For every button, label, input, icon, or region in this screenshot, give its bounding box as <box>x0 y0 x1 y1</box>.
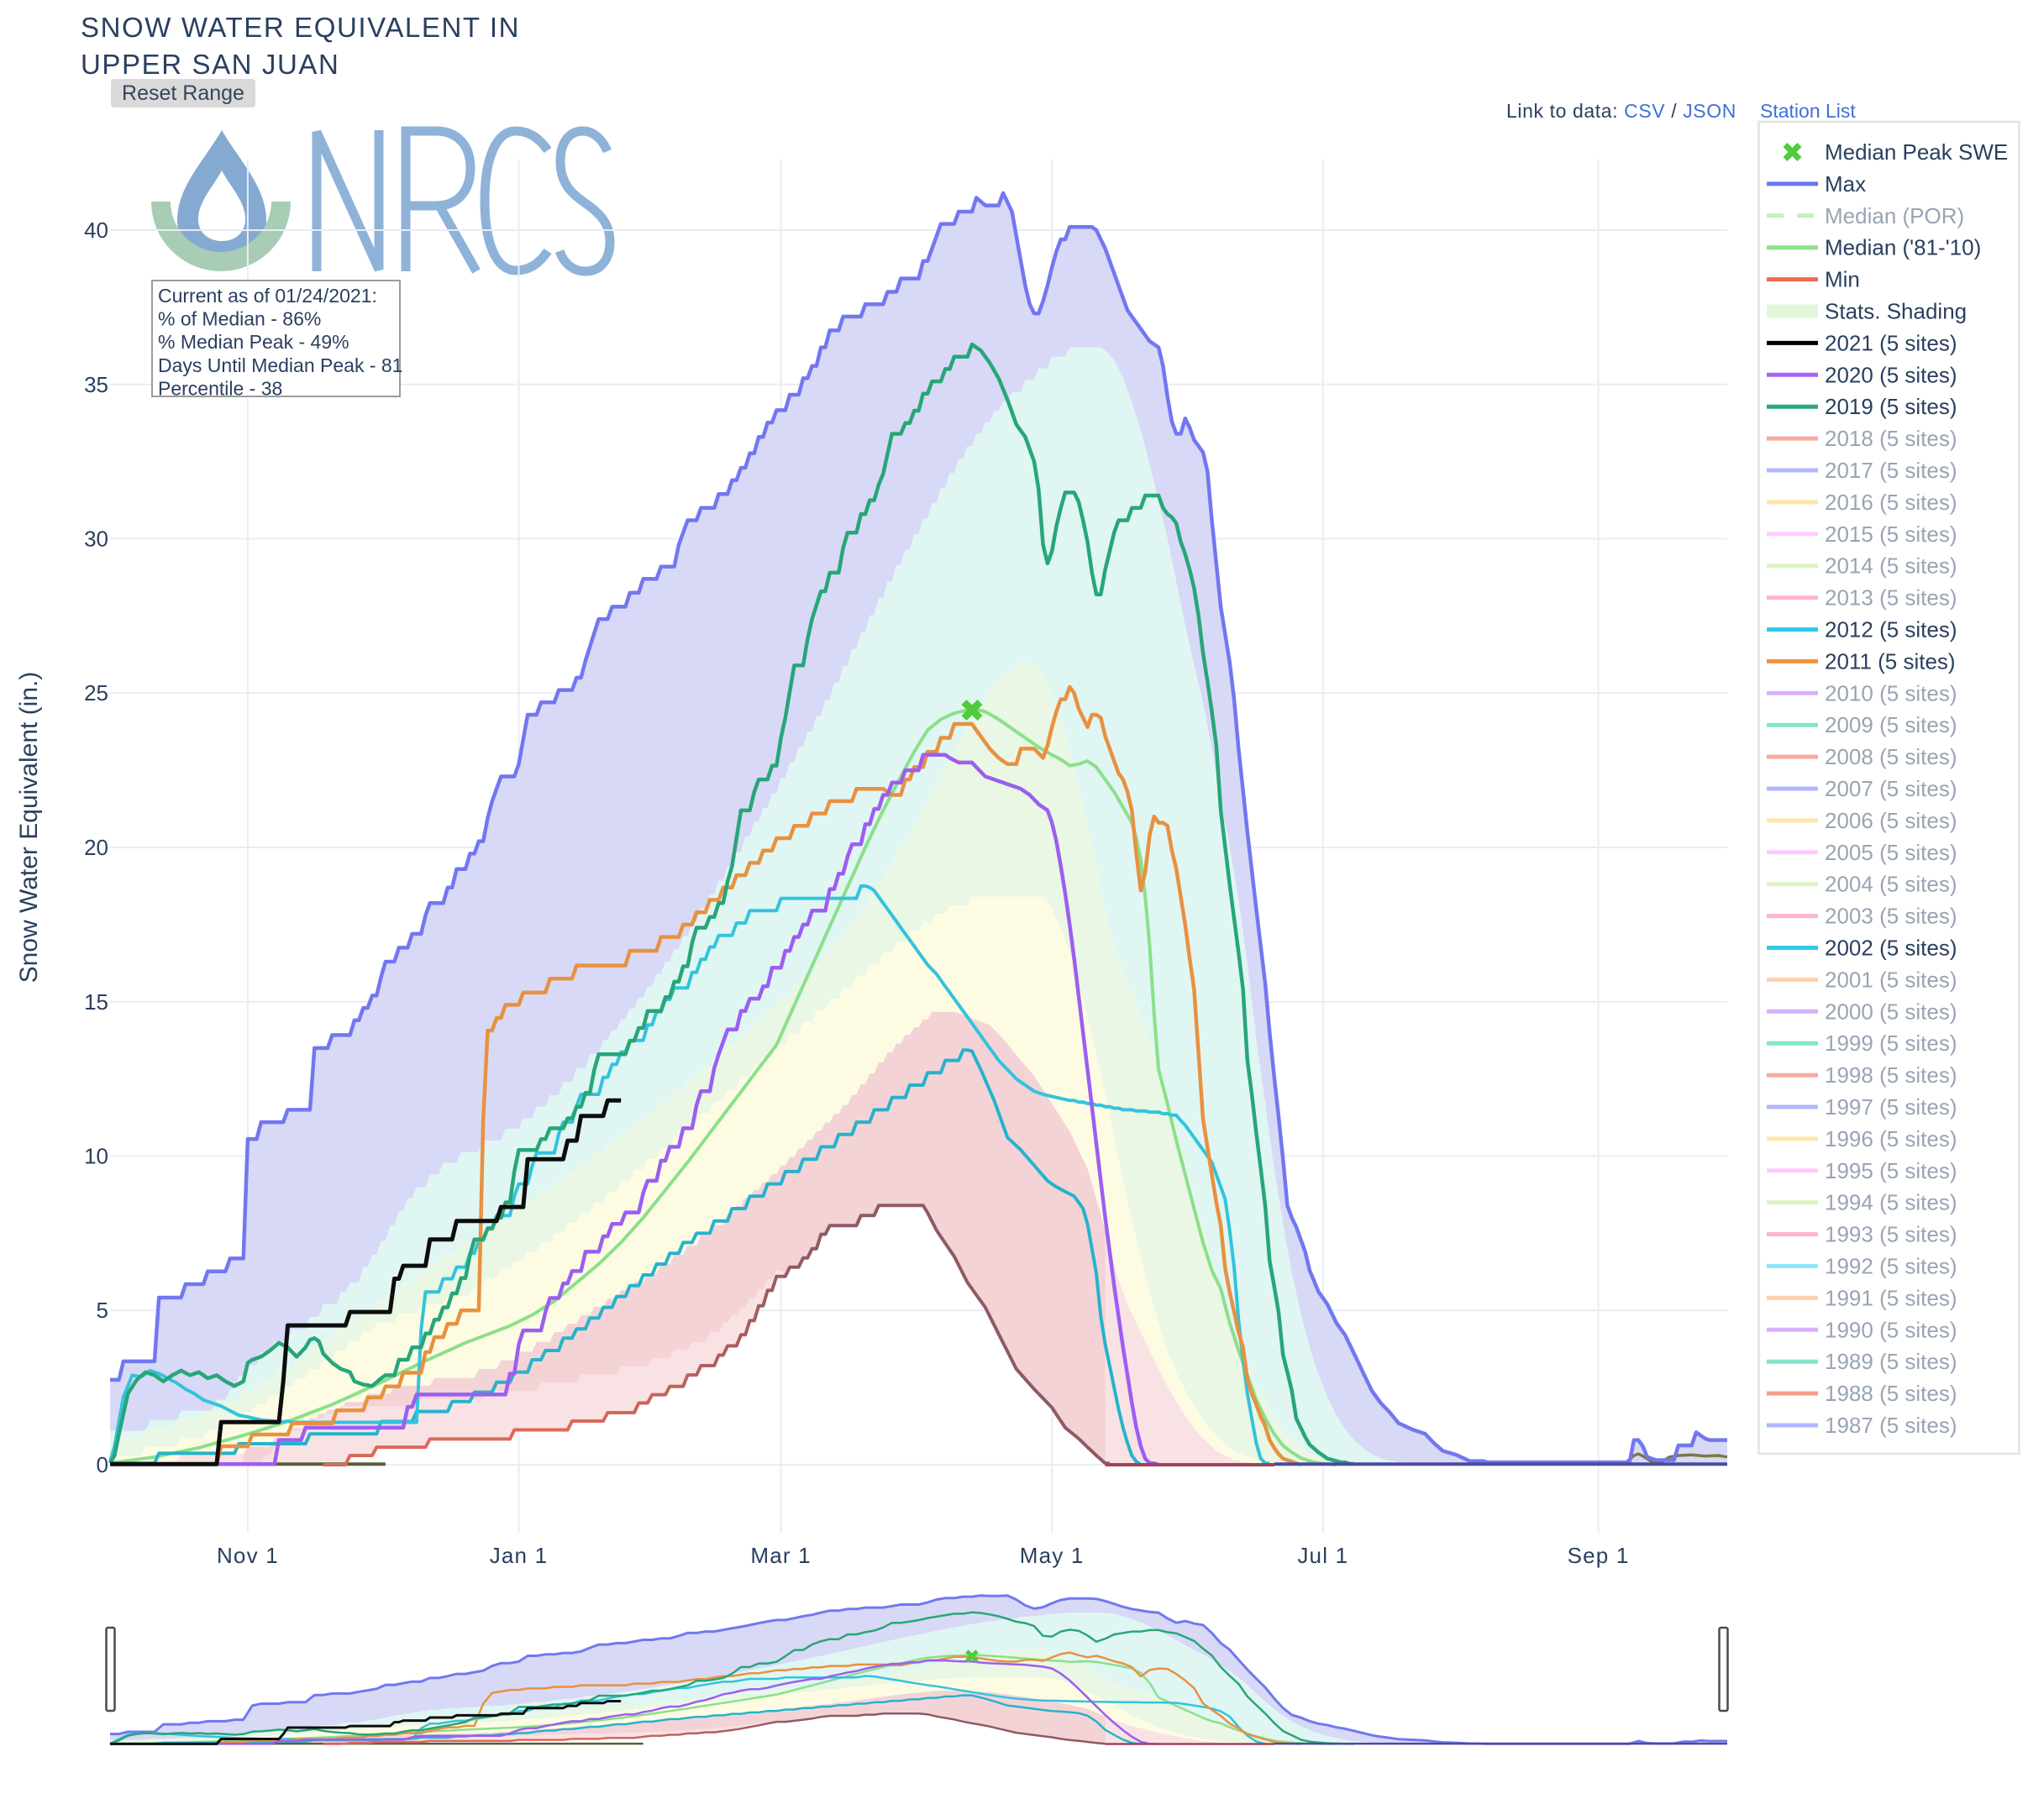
svg-text:1991 (5 sites): 1991 (5 sites) <box>1825 1285 1957 1310</box>
svg-text:2014 (5 sites): 2014 (5 sites) <box>1825 553 1957 579</box>
svg-text:30: 30 <box>84 527 108 552</box>
svg-text:1989 (5 sites): 1989 (5 sites) <box>1825 1349 1957 1374</box>
svg-text:2000 (5 sites): 2000 (5 sites) <box>1825 999 1957 1024</box>
svg-text:Percentile - 38: Percentile - 38 <box>158 377 282 399</box>
svg-text:Current as of 01/24/2021:: Current as of 01/24/2021: <box>158 285 377 307</box>
svg-text:2016 (5 sites): 2016 (5 sites) <box>1825 490 1957 515</box>
svg-text:SNOW WATER EQUIVALENT IN: SNOW WATER EQUIVALENT IN <box>81 12 520 43</box>
svg-text:1993 (5 sites): 1993 (5 sites) <box>1825 1222 1957 1247</box>
svg-text:2013 (5 sites): 2013 (5 sites) <box>1825 585 1957 611</box>
svg-text:2010 (5 sites): 2010 (5 sites) <box>1825 680 1957 705</box>
svg-text:1992 (5 sites): 1992 (5 sites) <box>1825 1254 1957 1279</box>
svg-text:2006 (5 sites): 2006 (5 sites) <box>1825 808 1957 833</box>
svg-text:Reset Range: Reset Range <box>122 81 244 105</box>
svg-text:2008 (5 sites): 2008 (5 sites) <box>1825 744 1957 769</box>
svg-text:15: 15 <box>84 989 108 1015</box>
svg-text:Sep 1: Sep 1 <box>1568 1543 1630 1568</box>
svg-text:Station List: Station List <box>1760 100 1856 122</box>
svg-text:2003 (5 sites): 2003 (5 sites) <box>1825 904 1957 929</box>
svg-text:40: 40 <box>84 218 108 243</box>
svg-text:25: 25 <box>84 680 108 705</box>
svg-text:2015 (5 sites): 2015 (5 sites) <box>1825 522 1957 547</box>
svg-text:10: 10 <box>84 1144 108 1169</box>
svg-text:Link to data: CSV / JSON: Link to data: CSV / JSON <box>1506 100 1736 122</box>
svg-text:Jan 1: Jan 1 <box>490 1543 549 1568</box>
svg-text:Median (POR): Median (POR) <box>1825 203 1964 228</box>
svg-text:% Median Peak - 49%: % Median Peak - 49% <box>158 331 349 353</box>
svg-text:2018 (5 sites): 2018 (5 sites) <box>1825 426 1957 451</box>
svg-text:Days Until Median Peak - 81: Days Until Median Peak - 81 <box>158 354 402 376</box>
svg-text:2020 (5 sites): 2020 (5 sites) <box>1825 362 1957 387</box>
svg-text:2001 (5 sites): 2001 (5 sites) <box>1825 967 1957 992</box>
svg-text:2021 (5 sites): 2021 (5 sites) <box>1825 330 1957 355</box>
svg-text:Snow Water Equivalent (in.): Snow Water Equivalent (in.) <box>15 672 43 983</box>
svg-text:Median ('81-'10): Median ('81-'10) <box>1825 235 1981 260</box>
svg-text:2011 (5 sites): 2011 (5 sites) <box>1825 648 1956 674</box>
svg-text:1987 (5 sites): 1987 (5 sites) <box>1825 1413 1957 1438</box>
svg-text:2005 (5 sites): 2005 (5 sites) <box>1825 840 1957 865</box>
svg-text:1999 (5 sites): 1999 (5 sites) <box>1825 1031 1957 1056</box>
svg-text:Mar 1: Mar 1 <box>750 1543 811 1568</box>
svg-text:20: 20 <box>84 835 108 860</box>
svg-text:1988 (5 sites): 1988 (5 sites) <box>1825 1381 1957 1406</box>
svg-text:UPPER SAN JUAN: UPPER SAN JUAN <box>81 49 339 80</box>
svg-text:2019 (5 sites): 2019 (5 sites) <box>1825 394 1957 419</box>
svg-text:2017 (5 sites): 2017 (5 sites) <box>1825 458 1957 483</box>
svg-text:Max: Max <box>1825 171 1866 197</box>
svg-text:2009 (5 sites): 2009 (5 sites) <box>1825 712 1957 737</box>
svg-text:Jul 1: Jul 1 <box>1297 1543 1348 1568</box>
svg-text:1997 (5 sites): 1997 (5 sites) <box>1825 1094 1957 1120</box>
svg-text:1996 (5 sites): 1996 (5 sites) <box>1825 1126 1957 1151</box>
svg-text:5: 5 <box>97 1298 108 1323</box>
svg-text:0: 0 <box>97 1452 108 1477</box>
svg-text:1990 (5 sites): 1990 (5 sites) <box>1825 1317 1957 1342</box>
svg-text:2012 (5 sites): 2012 (5 sites) <box>1825 617 1957 643</box>
svg-text:1994 (5 sites): 1994 (5 sites) <box>1825 1190 1957 1215</box>
svg-text:1998 (5 sites): 1998 (5 sites) <box>1825 1062 1957 1088</box>
svg-text:35: 35 <box>84 372 108 397</box>
svg-text:Stats. Shading: Stats. Shading <box>1825 299 1967 324</box>
svg-text:Median Peak SWE: Median Peak SWE <box>1825 139 2008 165</box>
svg-text:% of Median - 86%: % of Median - 86% <box>158 308 321 330</box>
svg-text:Min: Min <box>1825 267 1860 292</box>
svg-text:1995 (5 sites): 1995 (5 sites) <box>1825 1158 1957 1183</box>
svg-text:May 1: May 1 <box>1020 1543 1085 1568</box>
svg-text:2007 (5 sites): 2007 (5 sites) <box>1825 776 1957 801</box>
svg-text:Nov 1: Nov 1 <box>217 1543 279 1568</box>
svg-text:2004 (5 sites): 2004 (5 sites) <box>1825 872 1957 897</box>
svg-text:2002 (5 sites): 2002 (5 sites) <box>1825 936 1957 961</box>
